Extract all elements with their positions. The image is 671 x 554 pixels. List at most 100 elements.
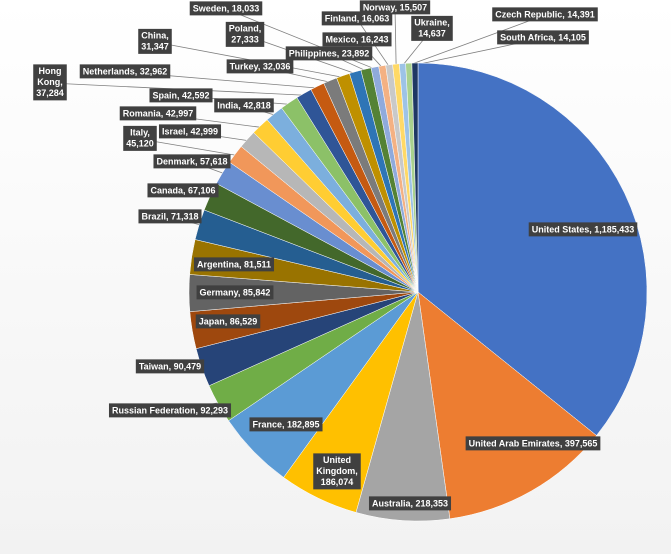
data-label-box: [158, 124, 222, 139]
data-label-box: [368, 496, 452, 511]
data-label: Philippines, 23,892: [285, 46, 373, 61]
data-label-box: [285, 46, 373, 61]
data-label-text: Australia, 218,353: [372, 498, 448, 508]
data-label: United States, 1,185,433: [528, 222, 638, 237]
data-label: China, 31,347: [138, 28, 172, 54]
data-label-box: [135, 359, 205, 374]
data-label: Brazil, 71,318: [138, 209, 202, 224]
data-label-box: [195, 314, 261, 329]
data-label-text: Hong Kong, 37,284: [36, 66, 64, 98]
data-label: France, 182,895: [249, 417, 323, 432]
data-label-text: Spain, 42,592: [152, 90, 209, 100]
data-label-text: Finland, 16,063: [325, 13, 390, 23]
data-label: Czech Republic, 14,391: [492, 7, 598, 22]
data-label-box: [411, 15, 453, 41]
data-label-text: South Africa, 14,105: [500, 32, 586, 42]
data-label-box: [138, 209, 202, 224]
pie-slice: [411, 62, 419, 293]
data-label-text: Russian Federation, 92,293: [112, 405, 228, 415]
data-label-box: [249, 417, 323, 432]
data-label-text: Italy, 45,120: [126, 128, 154, 149]
data-label-box: [225, 21, 265, 47]
data-label-text: Japan, 86,529: [199, 316, 258, 326]
data-label: Israel, 42,999: [158, 124, 222, 139]
data-label-text: Norway, 15,507: [363, 2, 427, 12]
data-labels: United States, 1,185,433 United Arab Emir…: [33, 0, 638, 511]
data-label-text: Sweden, 18,033: [193, 3, 260, 13]
data-label: Taiwan, 90,479: [135, 359, 205, 374]
data-label-text: United Arab Emirates, 397,565: [469, 438, 598, 448]
data-label: Turkey, 32,036: [226, 59, 294, 74]
data-label: Australia, 218,353: [368, 496, 452, 511]
data-label-text: Taiwan, 90,479: [139, 361, 201, 371]
data-label-text: United Kingdom, 186,074: [316, 455, 358, 487]
data-label-box: [123, 125, 157, 151]
data-label-text: Czech Republic, 14,391: [495, 9, 595, 19]
data-label: Canada, 67,106: [147, 183, 219, 198]
data-label-box: [33, 64, 67, 101]
data-label-box: [189, 1, 263, 16]
data-label-text: Canada, 67,106: [150, 185, 215, 195]
data-label-box: [321, 11, 393, 26]
data-label: Ukraine, 14,637: [411, 15, 453, 41]
data-label: Poland, 27,333: [225, 21, 265, 47]
data-label-box: [528, 222, 638, 237]
data-label-text: Israel, 42,999: [162, 126, 218, 136]
data-label: Romania, 42,997: [119, 106, 197, 121]
data-label-box: [497, 30, 589, 45]
data-label-text: Turkey, 32,036: [230, 61, 291, 71]
data-label: United Arab Emirates, 397,565: [465, 436, 601, 451]
data-label-text: Ukraine, 14,637: [414, 18, 450, 39]
data-label-box: [79, 64, 171, 79]
data-label-box: [193, 257, 275, 272]
data-label: United Kingdom, 186,074: [313, 453, 361, 490]
data-label: Denmark, 57,618: [153, 154, 231, 169]
data-label: India, 42,818: [214, 98, 274, 113]
data-label: Hong Kong, 37,284: [33, 64, 67, 101]
data-label: Germany, 85,842: [196, 285, 274, 300]
data-label-box: [313, 453, 361, 490]
data-label-text: France, 182,895: [252, 419, 319, 429]
leader-line: [408, 14, 546, 66]
data-label-text: Brazil, 71,318: [141, 211, 198, 221]
data-label-box: [108, 403, 232, 418]
data-label: Netherlands, 32,962: [79, 64, 171, 79]
data-label-box: [226, 59, 294, 74]
data-label: Finland, 16,063: [321, 11, 393, 26]
data-label-text: Romania, 42,997: [123, 108, 194, 118]
data-label-text: India, 42,818: [217, 100, 271, 110]
data-label-box: [138, 28, 172, 54]
data-label-box: [322, 32, 392, 47]
pie-slice: [417, 62, 648, 436]
data-label-box: [492, 7, 598, 22]
data-label-box: [196, 285, 274, 300]
slices: [188, 62, 648, 522]
data-label: Italy, 45,120: [123, 125, 157, 151]
data-label-text: Argentina, 81,511: [197, 259, 271, 269]
data-label-text: Germany, 85,842: [200, 287, 271, 297]
data-label: Japan, 86,529: [195, 314, 261, 329]
data-label-text: Netherlands, 32,962: [83, 66, 168, 76]
data-label: Mexico, 16,243: [322, 32, 392, 47]
data-label-box: [465, 436, 601, 451]
data-label: Sweden, 18,033: [189, 1, 263, 16]
data-label-box: [153, 154, 231, 169]
data-label-box: [147, 183, 219, 198]
data-label-text: Denmark, 57,618: [156, 156, 227, 166]
data-label: Spain, 42,592: [149, 88, 213, 103]
data-label-text: Mexico, 16,243: [325, 34, 388, 44]
data-label: South Africa, 14,105: [497, 30, 589, 45]
data-label-text: United States, 1,185,433: [532, 224, 635, 234]
data-label-box: [214, 98, 274, 113]
leader-line: [394, 7, 397, 67]
data-label-text: Philippines, 23,892: [289, 48, 370, 58]
data-label-box: [149, 88, 213, 103]
data-label-text: Poland, 27,333: [229, 24, 262, 45]
data-label: Argentina, 81,511: [193, 257, 275, 272]
data-label: Norway, 15,507: [359, 0, 431, 15]
data-label-box: [119, 106, 197, 121]
data-label-text: China, 31,347: [141, 31, 169, 52]
data-label: Russian Federation, 92,293: [108, 403, 232, 418]
